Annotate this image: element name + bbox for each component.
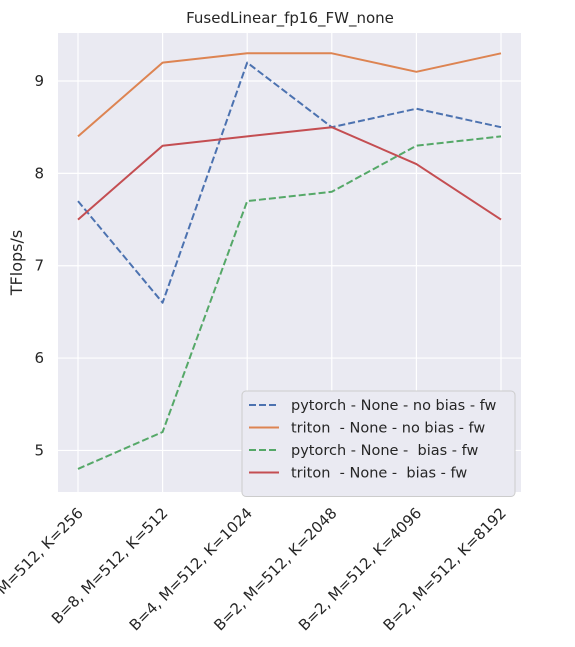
series-line [77,61,502,304]
legend-label: triton - None - bias - fw [291,466,467,482]
legend-label: triton - None - no bias - fw [291,421,485,437]
y-tick-label: 7 [34,257,44,275]
legend-label: pytorch - None - bias - fw [291,443,478,459]
series-line [77,135,502,470]
legend-label: pytorch - None - no bias - fw [291,398,497,414]
y-tick-label: 6 [34,349,44,367]
y-tick-label: 9 [34,72,44,90]
legend-box [241,390,516,497]
y-tick-label: 5 [34,441,44,459]
y-tick-label: 8 [34,164,44,182]
chart-title: FusedLinear_fp16_FW_none [186,9,394,28]
legend: pytorch - None - no bias - fw triton - No… [241,390,516,497]
series-line [77,52,502,138]
y-axis-label: TFlops/s [7,230,26,296]
y-tick-labels: 5 6 7 8 9 [34,72,44,459]
series-lines [77,52,502,470]
series-line [77,126,502,221]
